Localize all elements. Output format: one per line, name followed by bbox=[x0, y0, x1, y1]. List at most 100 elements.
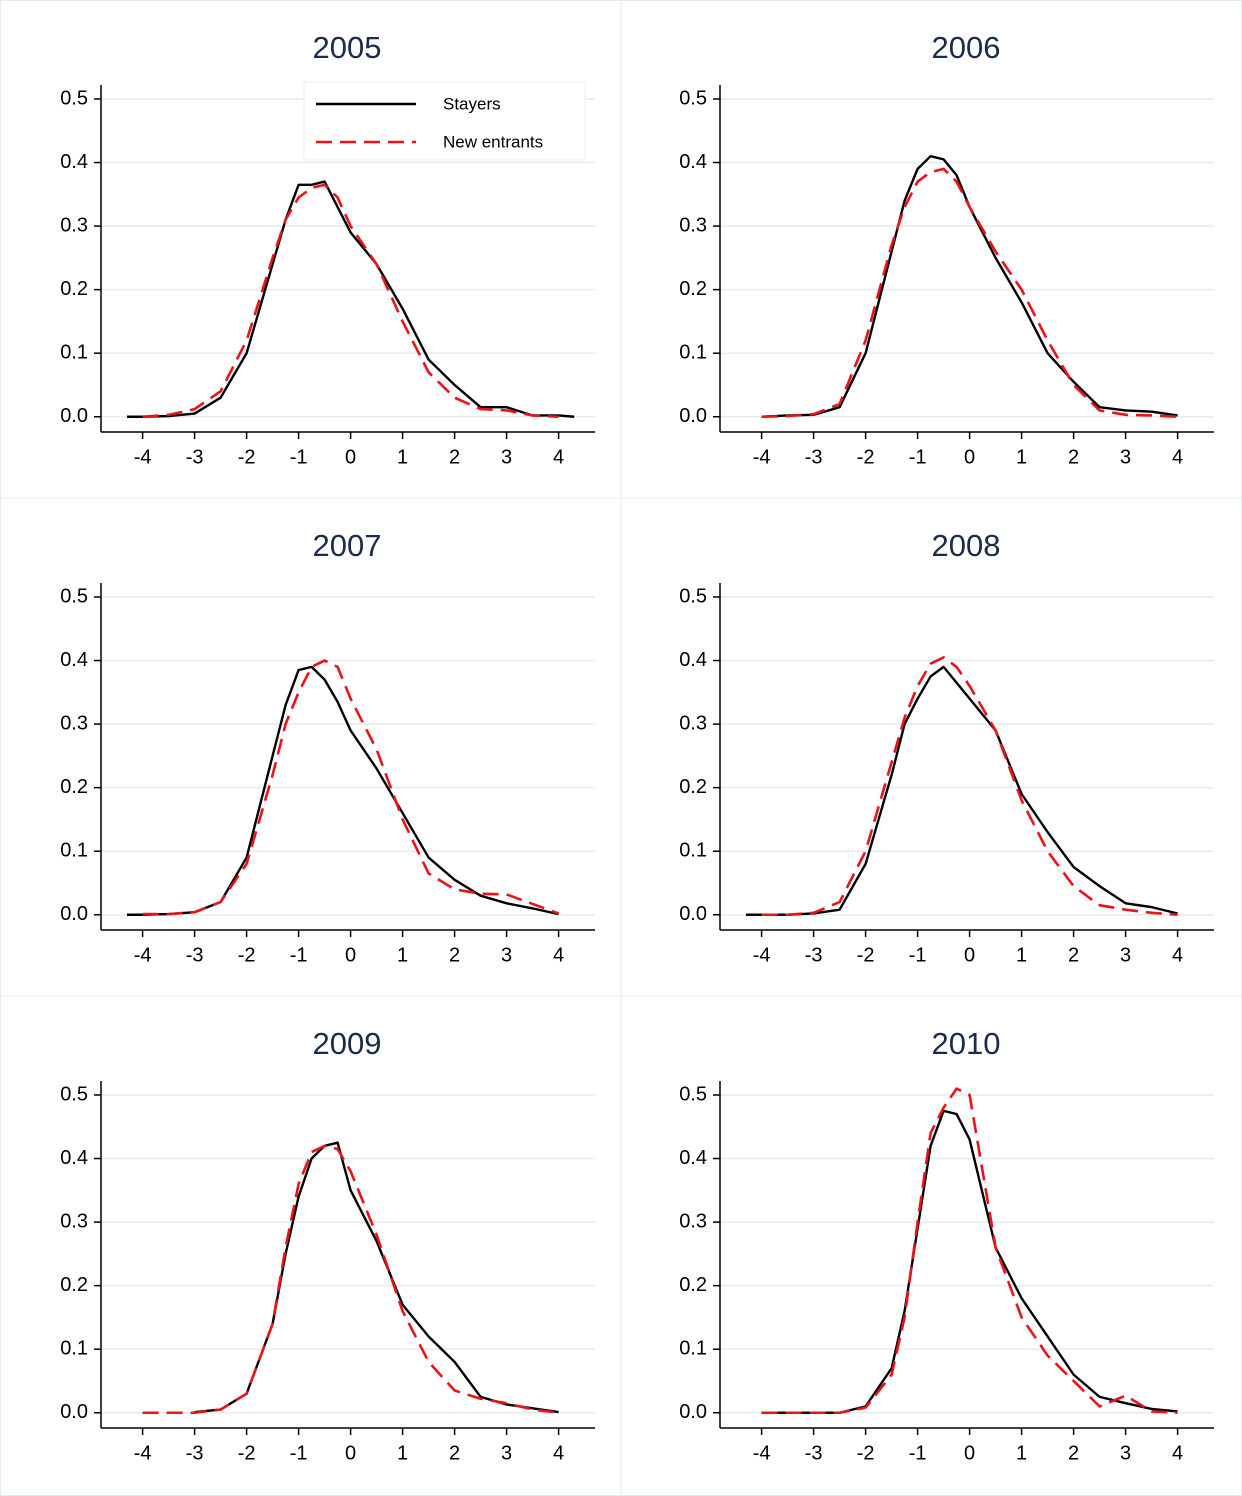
x-tick-label: 2 bbox=[1068, 446, 1079, 468]
x-tick-label: 3 bbox=[501, 1442, 512, 1464]
x-tick-label: -2 bbox=[857, 944, 875, 966]
panel: 2007 0.0 0.1 0.2 0.3 0.4 0.5 -4 -3 -2 -1 0 1 2 3 4 bbox=[60, 528, 595, 966]
y-tick-label: 0.5 bbox=[679, 1083, 707, 1105]
x-tick-label: -3 bbox=[186, 1442, 204, 1464]
x-tick-label: -3 bbox=[186, 944, 204, 966]
y-tick-label: 0.0 bbox=[679, 1401, 707, 1423]
x-tick-label: 4 bbox=[1172, 446, 1183, 468]
y-tick-label: 0.0 bbox=[679, 903, 707, 925]
x-tick-label: 1 bbox=[1016, 446, 1027, 468]
series-line bbox=[761, 167, 1178, 419]
series-line bbox=[746, 665, 1178, 916]
y-tick-label: 0.4 bbox=[60, 649, 88, 671]
series-line bbox=[127, 180, 575, 418]
x-tick-label: -1 bbox=[290, 944, 308, 966]
x-tick-label: -3 bbox=[805, 446, 823, 468]
x-tick-label: -4 bbox=[134, 1442, 152, 1464]
y-tick-label: 0.4 bbox=[679, 1147, 707, 1169]
x-tick-label: 4 bbox=[1172, 944, 1183, 966]
legend-label: Stayers bbox=[443, 94, 501, 113]
x-tick-label: 1 bbox=[397, 446, 408, 468]
legend-label: New entrants bbox=[443, 132, 543, 151]
x-tick-label: 3 bbox=[501, 944, 512, 966]
chart-title: 2009 bbox=[313, 1026, 382, 1061]
series-line bbox=[761, 1087, 1178, 1415]
x-tick-label: 2 bbox=[449, 1442, 460, 1464]
x-tick-label: 1 bbox=[1016, 944, 1027, 966]
y-tick-label: 0.5 bbox=[60, 1083, 88, 1105]
x-tick-label: -4 bbox=[134, 446, 152, 468]
x-tick-label: 4 bbox=[553, 1442, 564, 1464]
y-tick-label: 0.3 bbox=[60, 214, 88, 236]
x-tick-label: 3 bbox=[501, 446, 512, 468]
chart-title: 2005 bbox=[313, 30, 382, 65]
x-tick-label: 2 bbox=[449, 446, 460, 468]
x-tick-label: 4 bbox=[553, 446, 564, 468]
x-tick-label: -1 bbox=[909, 944, 927, 966]
y-tick-label: 0.4 bbox=[679, 151, 707, 173]
x-tick-label: 3 bbox=[1120, 446, 1131, 468]
x-tick-label: -3 bbox=[186, 446, 204, 468]
x-tick-label: 0 bbox=[345, 944, 356, 966]
legend: Stayers New entrants bbox=[303, 81, 586, 161]
chart-title: 2010 bbox=[932, 1026, 1001, 1061]
series-line bbox=[127, 665, 559, 916]
y-tick-label: 0.2 bbox=[60, 776, 88, 798]
x-tick-label: 3 bbox=[1120, 944, 1131, 966]
panel: 2009 0.0 0.1 0.2 0.3 0.4 0.5 -4 -3 -2 -1 0 1 2 3 4 bbox=[60, 1026, 595, 1464]
x-tick-label: -2 bbox=[238, 1442, 256, 1464]
x-tick-label: 3 bbox=[1120, 1442, 1131, 1464]
y-tick-label: 0.1 bbox=[60, 839, 88, 861]
x-tick-label: 4 bbox=[553, 944, 564, 966]
x-tick-label: -4 bbox=[753, 1442, 771, 1464]
chart-title: 2008 bbox=[932, 528, 1001, 563]
y-tick-label: 0.0 bbox=[60, 1401, 88, 1423]
y-tick-label: 0.4 bbox=[60, 1147, 88, 1169]
x-tick-label: 0 bbox=[964, 944, 975, 966]
y-tick-label: 0.0 bbox=[60, 903, 88, 925]
x-tick-label: 0 bbox=[345, 1442, 356, 1464]
y-tick-label: 0.5 bbox=[60, 585, 88, 607]
x-tick-label: 0 bbox=[345, 446, 356, 468]
y-tick-label: 0.3 bbox=[679, 1210, 707, 1232]
x-tick-label: 2 bbox=[1068, 1442, 1079, 1464]
y-tick-label: 0.1 bbox=[679, 1337, 707, 1359]
y-tick-label: 0.2 bbox=[679, 1274, 707, 1296]
x-tick-label: -1 bbox=[290, 1442, 308, 1464]
x-tick-label: -3 bbox=[805, 944, 823, 966]
x-tick-label: -4 bbox=[753, 446, 771, 468]
x-tick-label: 1 bbox=[397, 1442, 408, 1464]
series-line bbox=[761, 154, 1178, 418]
x-tick-label: -1 bbox=[290, 446, 308, 468]
y-tick-label: 0.3 bbox=[679, 214, 707, 236]
legend-box bbox=[303, 81, 586, 161]
y-tick-label: 0.2 bbox=[679, 278, 707, 300]
y-tick-label: 0.4 bbox=[60, 151, 88, 173]
panel: 2005 0.0 0.1 0.2 0.3 0.4 0.5 -4 -3 -2 -1 0 1 2 3 4 Staye… bbox=[60, 30, 595, 468]
y-tick-label: 0.3 bbox=[60, 1210, 88, 1232]
y-tick-label: 0.1 bbox=[60, 341, 88, 363]
x-tick-label: -2 bbox=[857, 446, 875, 468]
y-tick-label: 0.2 bbox=[60, 1274, 88, 1296]
panel: 2006 0.0 0.1 0.2 0.3 0.4 0.5 -4 -3 -2 -1 0 1 2 3 4 bbox=[679, 30, 1214, 468]
series-line bbox=[194, 1141, 559, 1414]
y-tick-label: 0.3 bbox=[679, 712, 707, 734]
y-tick-label: 0.5 bbox=[679, 87, 707, 109]
y-tick-label: 0.3 bbox=[60, 712, 88, 734]
series-line bbox=[761, 1109, 1178, 1414]
y-tick-label: 0.1 bbox=[60, 1337, 88, 1359]
x-tick-label: -2 bbox=[857, 1442, 875, 1464]
y-tick-label: 0.5 bbox=[60, 87, 88, 109]
x-tick-label: 2 bbox=[449, 944, 460, 966]
x-tick-label: 1 bbox=[1016, 1442, 1027, 1464]
x-tick-label: -2 bbox=[238, 944, 256, 966]
x-tick-label: 0 bbox=[964, 446, 975, 468]
x-tick-label: 0 bbox=[964, 1442, 975, 1464]
panel: 2008 0.0 0.1 0.2 0.3 0.4 0.5 -4 -3 -2 -1 0 1 2 3 4 bbox=[679, 528, 1214, 966]
x-tick-label: 4 bbox=[1172, 1442, 1183, 1464]
x-tick-label: 2 bbox=[1068, 944, 1079, 966]
x-tick-label: -1 bbox=[909, 1442, 927, 1464]
x-tick-label: -3 bbox=[805, 1442, 823, 1464]
series-line bbox=[142, 659, 560, 916]
x-tick-label: -4 bbox=[134, 944, 152, 966]
